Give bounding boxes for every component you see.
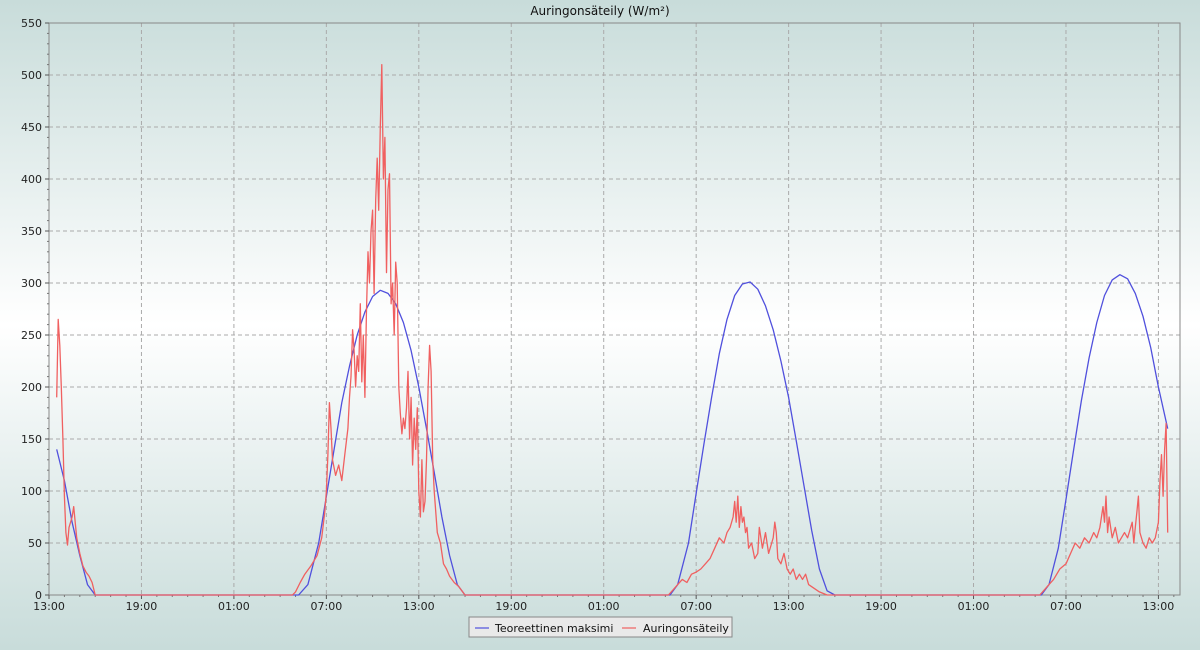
legend-box	[468, 616, 733, 638]
legend: Teoreettinen maksimi Auringonsäteily	[468, 616, 733, 638]
y-tick-label: 150	[21, 433, 42, 446]
y-tick-label: 200	[21, 381, 42, 394]
y-tick-label: 0	[35, 589, 42, 602]
x-tick-label: 13:00	[773, 600, 805, 613]
x-tick-label: 19:00	[126, 600, 158, 613]
x-tick-label: 19:00	[495, 600, 527, 613]
y-tick-label: 550	[21, 17, 42, 30]
y-tick-label: 450	[21, 121, 42, 134]
y-tick-label: 500	[21, 69, 42, 82]
y-tick-label: 400	[21, 173, 42, 186]
x-tick-label: 01:00	[958, 600, 990, 613]
x-tick-label: 13:00	[1143, 600, 1175, 613]
legend-label-auringonsateily: Auringonsäteily	[643, 622, 729, 635]
series-line-teoreettinen-maksimi	[56, 274, 1169, 596]
y-tick-label: 100	[21, 485, 42, 498]
x-tick-label: 13:00	[33, 600, 65, 613]
y-tick-label: 250	[21, 329, 42, 342]
y-tick-label: 300	[21, 277, 42, 290]
y-tick-label: 50	[28, 537, 42, 550]
chart-title: Auringonsäteily (W/m²)	[530, 4, 669, 18]
series-lines	[56, 63, 1169, 596]
x-tick-label: 13:00	[403, 600, 435, 613]
x-tick-label: 19:00	[865, 600, 897, 613]
x-tick-label: 07:00	[311, 600, 343, 613]
x-tick-label: 01:00	[588, 600, 620, 613]
series-line-auringonsateily	[56, 63, 1169, 596]
legend-label-teoreettinen-maksimi: Teoreettinen maksimi	[494, 622, 613, 635]
y-tick-label: 350	[21, 225, 42, 238]
x-tick-label: 07:00	[1050, 600, 1082, 613]
x-tick-label: 01:00	[218, 600, 250, 613]
x-tick-label: 07:00	[680, 600, 712, 613]
